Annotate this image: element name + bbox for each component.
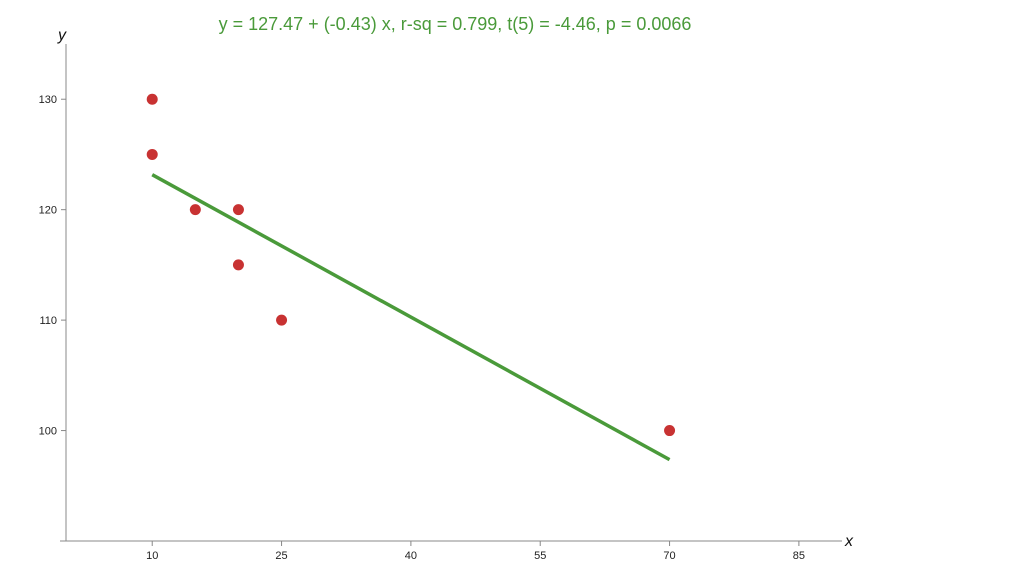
x-tick-label: 40 (405, 550, 417, 562)
x-tick-label: 85 (793, 550, 805, 562)
data-point (146, 148, 158, 160)
y-axis-title: y (57, 27, 67, 44)
x-ticks: 10 25 40 55 70 85 (146, 541, 805, 562)
x-tick-label: 55 (534, 550, 546, 562)
y-tick-label: 100 (39, 426, 57, 438)
x-tick-label: 70 (663, 550, 675, 562)
y-tick-label: 130 (39, 94, 57, 106)
fit-layer (151, 173, 671, 462)
x-axis-title: x (844, 533, 854, 550)
data-point (146, 93, 158, 105)
axes: y x (57, 27, 854, 550)
regression-line (151, 173, 671, 462)
x-tick-label: 25 (275, 550, 287, 562)
data-point (189, 204, 201, 216)
data-point (276, 314, 288, 326)
y-tick-label: 110 (39, 315, 57, 327)
y-ticks: 100 110 120 130 (39, 94, 66, 438)
y-tick-label: 120 (39, 205, 57, 217)
data-point (664, 425, 676, 437)
points-layer (146, 93, 676, 437)
chart-title: y = 127.47 + (-0.43) x, r-sq = 0.799, t(… (219, 14, 692, 34)
data-point (232, 259, 244, 271)
x-tick-label: 10 (146, 550, 158, 562)
data-point (232, 204, 244, 216)
